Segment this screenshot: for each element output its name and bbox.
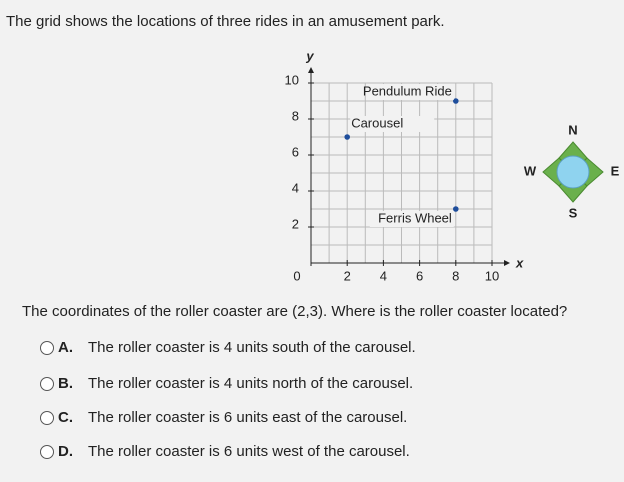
option-text: The roller coaster is 6 units west of th… — [88, 443, 410, 460]
point-label: Ferris Wheel — [378, 210, 452, 225]
point — [453, 98, 459, 104]
option[interactable]: B. The roller coaster is 4 units north of… — [40, 375, 414, 392]
option-letter: C. — [58, 409, 73, 426]
radio-button[interactable] — [40, 377, 54, 391]
label-bg — [350, 116, 435, 132]
y-tick-label: 10 — [285, 72, 299, 87]
x-axis-label: x — [515, 255, 524, 270]
y-tick-label: 8 — [292, 108, 299, 123]
radio-button[interactable] — [40, 411, 54, 425]
y-tick-label: 6 — [292, 144, 299, 159]
radio-button[interactable] — [40, 445, 54, 459]
label-bg — [369, 84, 454, 100]
option-text: The roller coaster is 6 units east of th… — [88, 409, 407, 426]
x-tick-label: 6 — [416, 268, 423, 283]
y-tick-label: 2 — [292, 216, 299, 231]
y-axis-arrow — [308, 67, 314, 73]
x-tick-label: 0 — [293, 268, 300, 283]
point — [453, 206, 459, 212]
y-tick-label: 4 — [292, 180, 299, 195]
x-tick-label: 10 — [485, 268, 499, 283]
question: The grid shows the locations of three ri… — [6, 13, 445, 30]
x-tick-label: 2 — [344, 268, 351, 283]
compass-west: W — [524, 163, 537, 178]
compass-north: N — [568, 122, 577, 137]
radio-button[interactable] — [40, 341, 54, 355]
compass-south: S — [569, 205, 578, 220]
prompt: The coordinates of the roller coaster ar… — [22, 303, 567, 320]
point-label: Carousel — [351, 115, 403, 130]
point-label: Pendulum Ride — [363, 83, 452, 98]
x-axis-arrow — [504, 260, 510, 266]
option[interactable]: C. The roller coaster is 6 units east of … — [40, 409, 408, 426]
option-text: The roller coaster is 4 units south of t… — [88, 339, 416, 356]
label-bg — [369, 211, 454, 227]
x-tick-label: 8 — [452, 268, 459, 283]
option-letter: A. — [58, 339, 73, 356]
option-letter: B. — [58, 375, 73, 392]
x-tick-label: 4 — [380, 268, 387, 283]
option[interactable]: D. The roller coaster is 6 units west of … — [40, 443, 410, 460]
compass-center — [556, 155, 590, 189]
option-letter: D. — [58, 443, 73, 460]
compass-east: E — [611, 163, 620, 178]
y-axis-label: y — [305, 48, 314, 63]
point — [344, 134, 351, 140]
option-text: The roller coaster is 4 units north of t… — [88, 375, 413, 392]
compass: N S W E — [524, 122, 620, 220]
option[interactable]: A. The roller coaster is 4 units south of… — [40, 339, 416, 356]
